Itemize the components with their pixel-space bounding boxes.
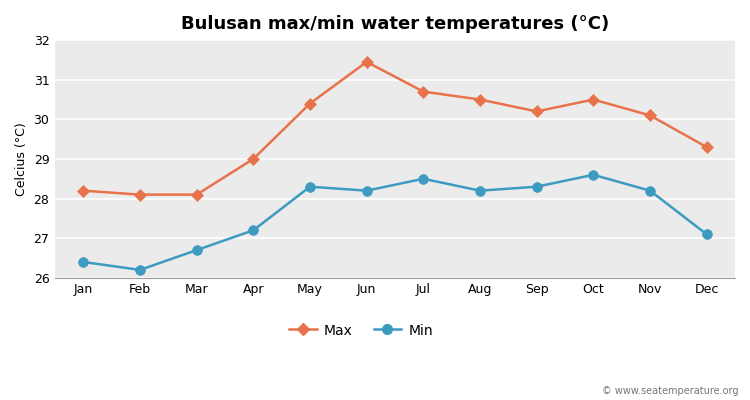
Text: © www.seatemperature.org: © www.seatemperature.org [602,386,739,396]
Y-axis label: Celcius (°C): Celcius (°C) [15,122,28,196]
Legend: Max, Min: Max, Min [284,318,439,343]
Title: Bulusan max/min water temperatures (°C): Bulusan max/min water temperatures (°C) [181,15,609,33]
